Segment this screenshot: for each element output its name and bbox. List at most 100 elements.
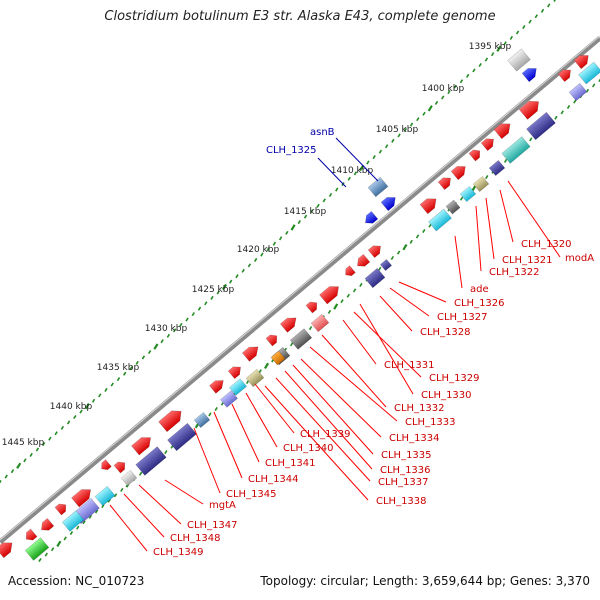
gene-label[interactable]: CLH_1345 — [226, 489, 277, 500]
gene-label[interactable]: CLH_1322 — [489, 267, 540, 278]
gene-label[interactable]: CLH_1329 — [429, 373, 480, 384]
gene-arrow[interactable] — [521, 64, 540, 83]
inner-tick — [69, 531, 74, 536]
gene-label[interactable]: CLH_1327 — [437, 312, 488, 323]
gene-arrow[interactable] — [158, 406, 186, 433]
scale-tick — [241, 268, 245, 273]
gene-arrow[interactable] — [437, 174, 454, 191]
leader-line — [317, 157, 347, 188]
gene-block[interactable] — [526, 111, 556, 141]
gene-arrow[interactable] — [209, 377, 226, 394]
gene-label[interactable]: CLH_1344 — [248, 474, 299, 485]
scale-tick — [4, 474, 8, 479]
gene-label[interactable]: CLH_1341 — [265, 458, 316, 469]
gene-label[interactable]: mgtA — [209, 500, 236, 511]
gene-label[interactable]: CLH_1337 — [378, 477, 429, 488]
gene-block[interactable] — [380, 259, 392, 271]
gene-arrow[interactable] — [367, 242, 384, 259]
gene-arrow[interactable] — [99, 459, 112, 473]
gene-block[interactable] — [507, 48, 531, 72]
gene-label[interactable]: CLH_1333 — [405, 417, 456, 428]
gene-label[interactable]: CLH_1349 — [153, 547, 204, 558]
gene-block[interactable] — [364, 267, 386, 289]
gene-label[interactable]: CLH_1325 — [266, 145, 317, 156]
gene-arrow[interactable] — [557, 66, 574, 83]
gene-block[interactable] — [135, 446, 167, 476]
gene-arrow[interactable] — [450, 162, 469, 181]
gene-block[interactable] — [488, 159, 506, 177]
gene-label[interactable]: modA — [565, 253, 594, 264]
gene-block[interactable] — [428, 208, 452, 232]
gene-arrow[interactable] — [380, 193, 399, 212]
gene-label[interactable]: CLH_1338 — [376, 496, 427, 507]
gene-block[interactable] — [289, 328, 313, 350]
gene-block[interactable] — [472, 175, 490, 193]
gene-block[interactable] — [120, 469, 138, 487]
gene-block[interactable] — [578, 61, 600, 85]
gene-arrow[interactable] — [265, 332, 280, 347]
inner-tick — [340, 299, 344, 304]
gene-label[interactable]: CLH_1347 — [187, 520, 238, 531]
gene-arrow[interactable] — [38, 517, 55, 533]
gene-arrow[interactable] — [71, 485, 94, 508]
gene-block[interactable] — [367, 176, 389, 198]
scale-tick — [335, 187, 339, 192]
gene-arrow[interactable] — [0, 538, 16, 559]
gene-arrow[interactable] — [468, 147, 483, 162]
gene-arrow[interactable] — [493, 119, 514, 140]
leader-line — [231, 403, 260, 463]
gene-arrow[interactable] — [241, 343, 261, 362]
gene-label[interactable]: ade — [470, 284, 489, 295]
gene-block[interactable] — [501, 136, 531, 164]
gene-block[interactable] — [24, 537, 50, 561]
gene-label[interactable]: CLH_1335 — [381, 450, 432, 461]
gene-label[interactable]: CLH_1339 — [300, 429, 351, 440]
gene-block[interactable] — [193, 411, 211, 429]
gene-label[interactable]: CLH_1320 — [521, 239, 572, 250]
gene-label[interactable]: CLH_1334 — [389, 433, 440, 444]
gene-arrow[interactable] — [362, 210, 379, 226]
gene-label[interactable]: CLH_1326 — [454, 298, 505, 309]
gene-block[interactable] — [568, 82, 588, 102]
gene-arrow[interactable] — [131, 433, 154, 456]
scale-tick — [197, 306, 202, 311]
gene-label[interactable]: CLH_1331 — [384, 360, 435, 371]
inner-tick — [208, 412, 212, 417]
gene-arrow[interactable] — [54, 501, 69, 516]
gene-label[interactable]: CLH_1330 — [421, 390, 472, 401]
gene-label[interactable]: CLH_1321 — [502, 255, 553, 266]
scale-label: 1415 kbp — [284, 207, 327, 217]
gene-block[interactable] — [445, 199, 461, 215]
gene-arrow[interactable] — [518, 97, 543, 120]
inner-tick — [409, 239, 413, 244]
gene-label[interactable]: CLH_1336 — [380, 465, 431, 476]
gene-arrow[interactable] — [227, 363, 244, 380]
gene-block[interactable] — [167, 422, 197, 452]
inner-tick — [485, 175, 489, 180]
gene-arrow[interactable] — [573, 51, 592, 70]
gene-block[interactable] — [61, 510, 85, 532]
gene-arrow[interactable] — [343, 265, 356, 279]
gene-arrow[interactable] — [279, 314, 299, 333]
gene-arrow[interactable] — [305, 299, 320, 314]
gene-label[interactable]: asnB — [310, 127, 335, 138]
gene-arrow[interactable] — [23, 528, 38, 543]
gene-arrow[interactable] — [480, 135, 497, 152]
gene-label[interactable]: CLH_1348 — [170, 533, 221, 544]
gene-arrow[interactable] — [354, 253, 371, 269]
gene-label[interactable]: CLH_1332 — [394, 403, 445, 414]
gene-arrow[interactable] — [419, 194, 440, 215]
gene-arrow[interactable] — [113, 459, 128, 474]
gene-label[interactable]: CLH_1328 — [420, 327, 471, 338]
inner-tick — [50, 547, 55, 552]
gene-block[interactable] — [220, 390, 238, 408]
gene-block[interactable] — [459, 185, 477, 203]
gene-block[interactable] — [310, 313, 330, 333]
gene-block[interactable] — [94, 485, 116, 507]
gene-label[interactable]: CLH_1340 — [283, 443, 334, 454]
gene-arrow[interactable] — [319, 282, 342, 305]
scale-tick — [104, 387, 108, 392]
gene-block[interactable] — [229, 378, 247, 396]
gene-block[interactable] — [245, 368, 265, 388]
gene-block[interactable] — [270, 350, 286, 366]
